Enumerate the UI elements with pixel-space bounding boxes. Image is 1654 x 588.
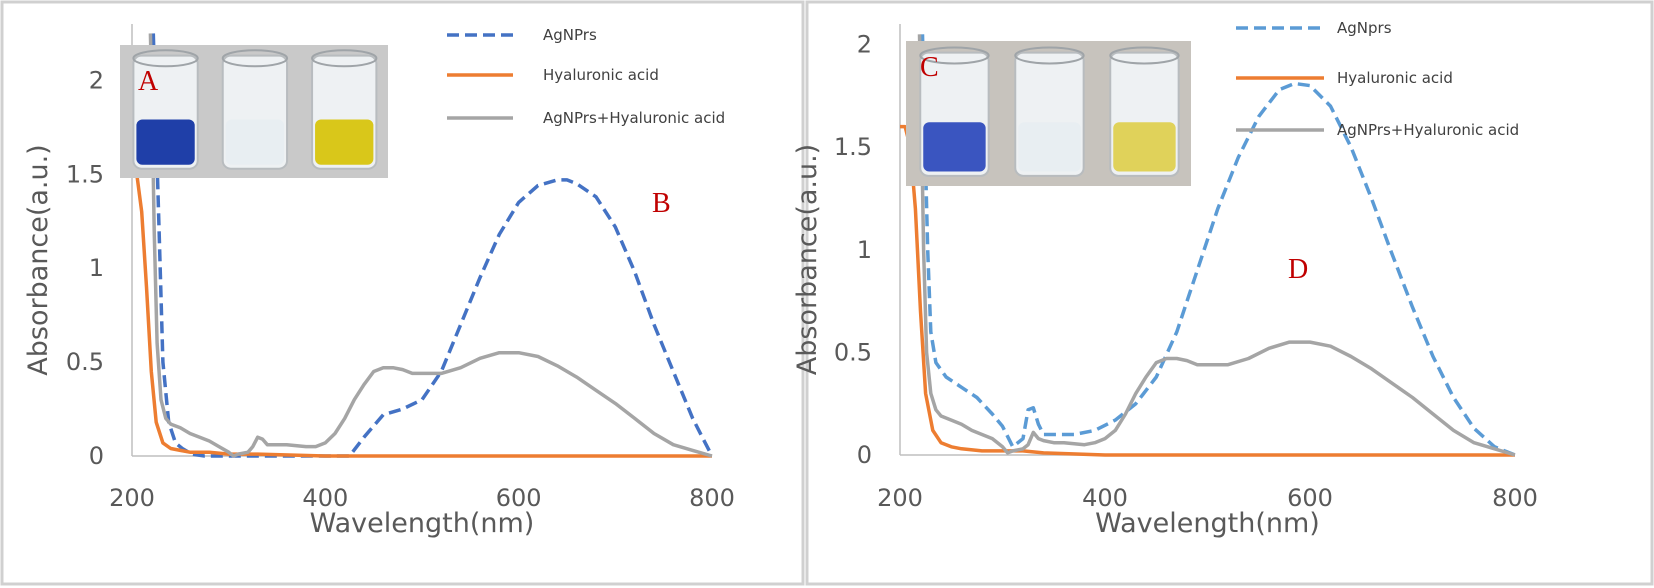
legend-label-1: Hyaluronic acid [543,66,659,84]
legend-label-2: AgNPrs+Hyaluronic acid [543,109,725,127]
y-tick-label: 1 [857,236,872,264]
inset-letter: A [138,66,159,97]
y-tick-label: 0 [857,441,872,469]
cuvette-rim [1109,46,1180,65]
chart-panel-left: 0 0.5 1 1.5 2 200 400 600 800 Wavelength(nm) Absor… [23,24,735,539]
cuvette-rim [1014,46,1085,65]
series-line-1 [130,155,712,458]
cuvette-liquid [225,119,285,165]
inset-photo [906,41,1191,186]
y-tick-label: 0.5 [66,348,104,376]
cuvette-liquid [136,119,195,165]
legend-label-0: AgNprs [1337,19,1392,37]
series-line-0 [920,34,1516,457]
y-tick-label: 2 [89,66,104,94]
cuvette-liquid [923,122,986,172]
y-tick-label: 2 [857,31,872,59]
cuvette-rim [311,49,378,68]
y-tick-label: 0 [89,442,104,470]
y-tick-label: 1.5 [834,133,872,161]
cuvette-rim [221,49,289,68]
x-tick-label: 400 [302,484,348,512]
series-line-2 [148,33,713,458]
x-tick-label: 600 [1287,484,1333,512]
y-axis-title: Absorbance(a.u.) [792,144,823,375]
legend-label-0: AgNPrs [543,26,597,44]
x-tick-label: 400 [1082,484,1128,512]
cuvette-rim [132,49,199,68]
cuvette-liquid [315,119,374,165]
series-line-2 [917,34,1516,457]
x-axis-title: Wavelength(nm) [1095,508,1320,539]
x-tick-label: 200 [109,484,155,512]
x-tick-label: 200 [877,484,923,512]
panel-letter: D [1288,254,1308,285]
x-axis-title: Wavelength(nm) [310,508,535,539]
series-line-0 [151,33,714,458]
y-tick-label: 1 [89,254,104,282]
inset-letter: C [920,52,939,83]
inset-photo [120,45,388,178]
x-tick-label: 800 [1492,484,1538,512]
legend-label-1: Hyaluronic acid [1337,69,1453,87]
legend-label-2: AgNPrs+Hyaluronic acid [1337,121,1519,139]
series-line-1 [900,124,1515,457]
cuvette-rim [919,46,990,65]
y-tick-label: 1.5 [66,160,104,188]
panel-letter: B [652,188,671,219]
cuvette-liquid [1018,122,1081,172]
x-tick-label: 800 [689,484,735,512]
chart-panel-right: 0 0.5 1 1.5 2 200 400 600 800 Wavelength(nm) Absor… [792,19,1538,539]
cuvette-liquid [1113,122,1176,172]
x-tick-label: 600 [496,484,542,512]
y-axis-title: Absorbance(a.u.) [23,144,54,375]
y-tick-label: 0.5 [834,338,872,366]
